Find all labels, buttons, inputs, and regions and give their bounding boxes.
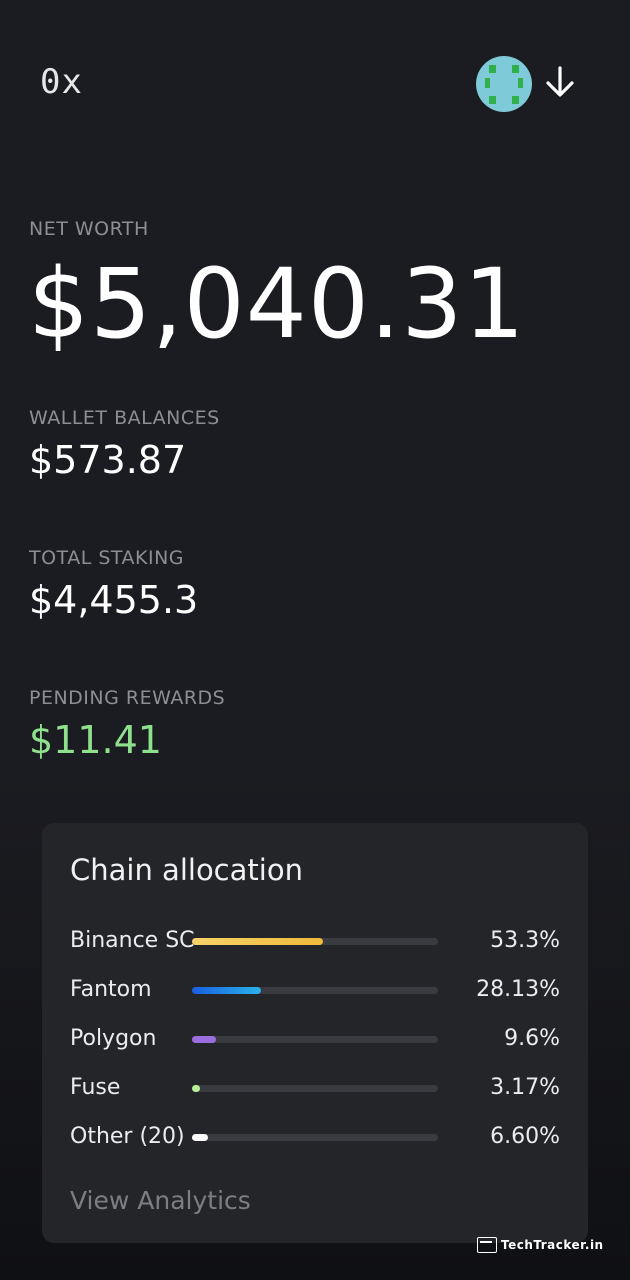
chain-name: Polygon <box>70 1026 157 1051</box>
chain-percent: 6.60% <box>490 1124 560 1149</box>
pending-rewards-value: $11.41 <box>29 718 162 762</box>
watermark-text: TechTracker.in <box>501 1238 604 1252</box>
chain-row-fantom: Fantom 28.13% <box>42 974 588 1004</box>
chain-bar-track <box>192 1085 438 1092</box>
chain-name: Fantom <box>70 977 152 1002</box>
chain-bar-fill <box>192 1036 216 1043</box>
identicon-avatar-icon[interactable] <box>476 56 532 112</box>
chain-name: Other (20) <box>70 1124 185 1149</box>
chain-bar-track <box>192 1134 438 1141</box>
chain-bar-track <box>192 987 438 994</box>
view-analytics-link[interactable]: View Analytics <box>70 1186 251 1215</box>
net-worth-label: NET WORTH <box>29 218 149 240</box>
chain-allocation-title: Chain allocation <box>70 853 303 887</box>
total-staking-label: TOTAL STAKING <box>29 547 185 569</box>
browser-icon <box>477 1237 497 1253</box>
chain-row-binance: Binance SC 53.3% <box>42 925 588 955</box>
chain-name: Fuse <box>70 1075 121 1100</box>
chain-bar-fill <box>192 1085 200 1092</box>
chain-bar-fill <box>192 1134 208 1141</box>
chain-percent: 9.6% <box>504 1026 560 1051</box>
header: 0x <box>0 0 630 170</box>
chain-bar-track <box>192 938 438 945</box>
wallet-balances-value: $573.87 <box>29 438 187 482</box>
watermark: TechTracker.in <box>477 1237 604 1253</box>
chain-row-other: Other (20) 6.60% <box>42 1121 588 1151</box>
pending-rewards-label: PENDING REWARDS <box>29 687 226 709</box>
total-staking-value: $4,455.3 <box>29 578 199 622</box>
arrow-down-icon[interactable] <box>540 62 580 102</box>
chain-percent: 3.17% <box>490 1075 560 1100</box>
app-logo[interactable]: 0x <box>40 62 83 102</box>
chain-percent: 53.3% <box>490 928 560 953</box>
chain-allocation-card: Chain allocation Binance SC 53.3% Fantom… <box>42 823 588 1243</box>
chain-row-polygon: Polygon 9.6% <box>42 1023 588 1053</box>
chain-row-fuse: Fuse 3.17% <box>42 1072 588 1102</box>
chain-bar-fill <box>192 987 261 994</box>
chain-name: Binance SC <box>70 928 194 953</box>
chain-bar-fill <box>192 938 323 945</box>
chain-percent: 28.13% <box>476 977 560 1002</box>
net-worth-value: $5,040.31 <box>28 248 526 360</box>
wallet-balances-label: WALLET BALANCES <box>29 407 220 429</box>
chain-bar-track <box>192 1036 438 1043</box>
